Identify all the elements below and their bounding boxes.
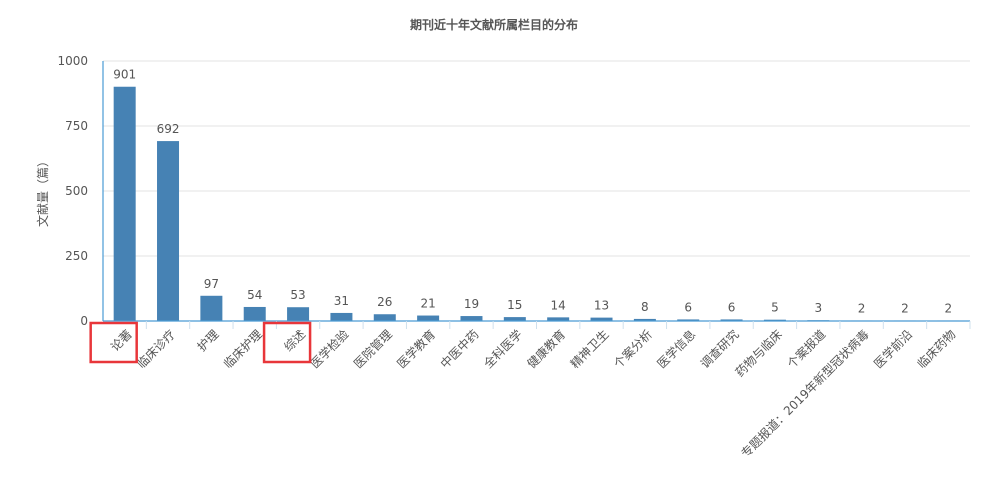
x-tick-label: 医学检验 [307,327,352,372]
x-tick-label: 精神卫生 [568,327,612,371]
bar-value-label: 15 [507,298,522,312]
x-tick-label: 中医中药 [437,327,482,372]
bar[interactable] [677,319,700,321]
x-tick-label: 论著 [108,327,135,354]
x-tick-label: 健康教育 [524,327,569,372]
highlight-box [262,321,312,364]
x-tick-label: 个案分析 [610,327,655,372]
chart-title: 期刊近十年文献所属栏目的分布 [410,17,578,32]
bar-value-label: 26 [377,295,392,309]
highlight-boxes [89,321,312,364]
x-tick-label: 调查研究 [697,327,742,372]
bar[interactable] [200,295,223,321]
x-tick-label: 全科医学 [480,327,525,372]
bar-value-label: 6 [728,300,736,314]
bar[interactable] [720,319,743,321]
bar[interactable] [460,316,483,321]
y-tick-label: 750 [65,119,88,133]
highlight-box [89,321,138,364]
bar[interactable] [763,319,786,321]
y-axis-ticks: 0 250 500 750 1000 [57,54,88,328]
x-tick-label: 医学教育 [394,327,439,372]
bar[interactable] [113,86,136,322]
bar-value-label: 14 [551,298,566,312]
bar-value-label: 97 [204,277,219,291]
y-axis-label: 文献量（篇） [35,155,50,227]
x-tick-label: 临床护理 [221,327,265,371]
bar-value-label: 692 [157,122,180,136]
y-tick-label: 500 [65,184,88,198]
x-tick-label: 临床药物 [915,327,959,371]
bar-value-label: 54 [247,288,262,302]
x-tick-label: 医学信息 [654,327,699,372]
bar[interactable] [373,314,396,321]
bar-value-label: 2 [901,301,909,315]
x-tick-label: 临床诊疗 [134,327,178,371]
bar[interactable] [547,317,570,321]
x-tick-label: 医学前沿 [871,327,916,372]
x-tick-label: 综述 [281,327,308,354]
bar-value-label: 19 [464,297,479,311]
bar-value-label: 13 [594,299,609,313]
x-tick-label: 个案报道 [784,327,829,372]
bar[interactable] [503,317,526,321]
y-tick-label: 250 [65,249,88,263]
bar[interactable] [633,318,656,321]
x-tick-label: 医院管理 [350,327,395,372]
x-axis-labels: 论著 临床诊疗 护理 临床护理 综述 医学检验 医院管理 医学教育 中医中药 全科医学 健康教育 精神… [108,327,959,461]
bar-value-label: 31 [334,294,349,308]
bar[interactable] [330,312,353,321]
bar-value-label: 901 [113,68,136,82]
bar[interactable] [590,317,613,321]
bar[interactable] [157,141,180,321]
bar-value-label: 2 [945,301,953,315]
bar[interactable] [417,315,440,321]
bar-value-label: 8 [641,300,649,314]
bar-value-label: 53 [290,288,305,302]
bar-value-label: 5 [771,301,779,315]
bar[interactable] [243,306,266,321]
bar-value-label: 21 [420,297,435,311]
bars [113,86,960,322]
y-tick-label: 1000 [57,54,88,68]
x-axis-ticks [145,321,971,329]
bar[interactable] [287,307,310,321]
bar-value-label: 6 [684,300,692,314]
bar-value-label: 3 [814,301,822,315]
y-tick-label: 0 [80,314,88,328]
x-tick-label: 护理 [195,327,222,354]
x-tick-label: 药物与临床 [733,327,785,379]
bar-value-label: 2 [858,301,866,315]
gridlines [103,60,970,257]
